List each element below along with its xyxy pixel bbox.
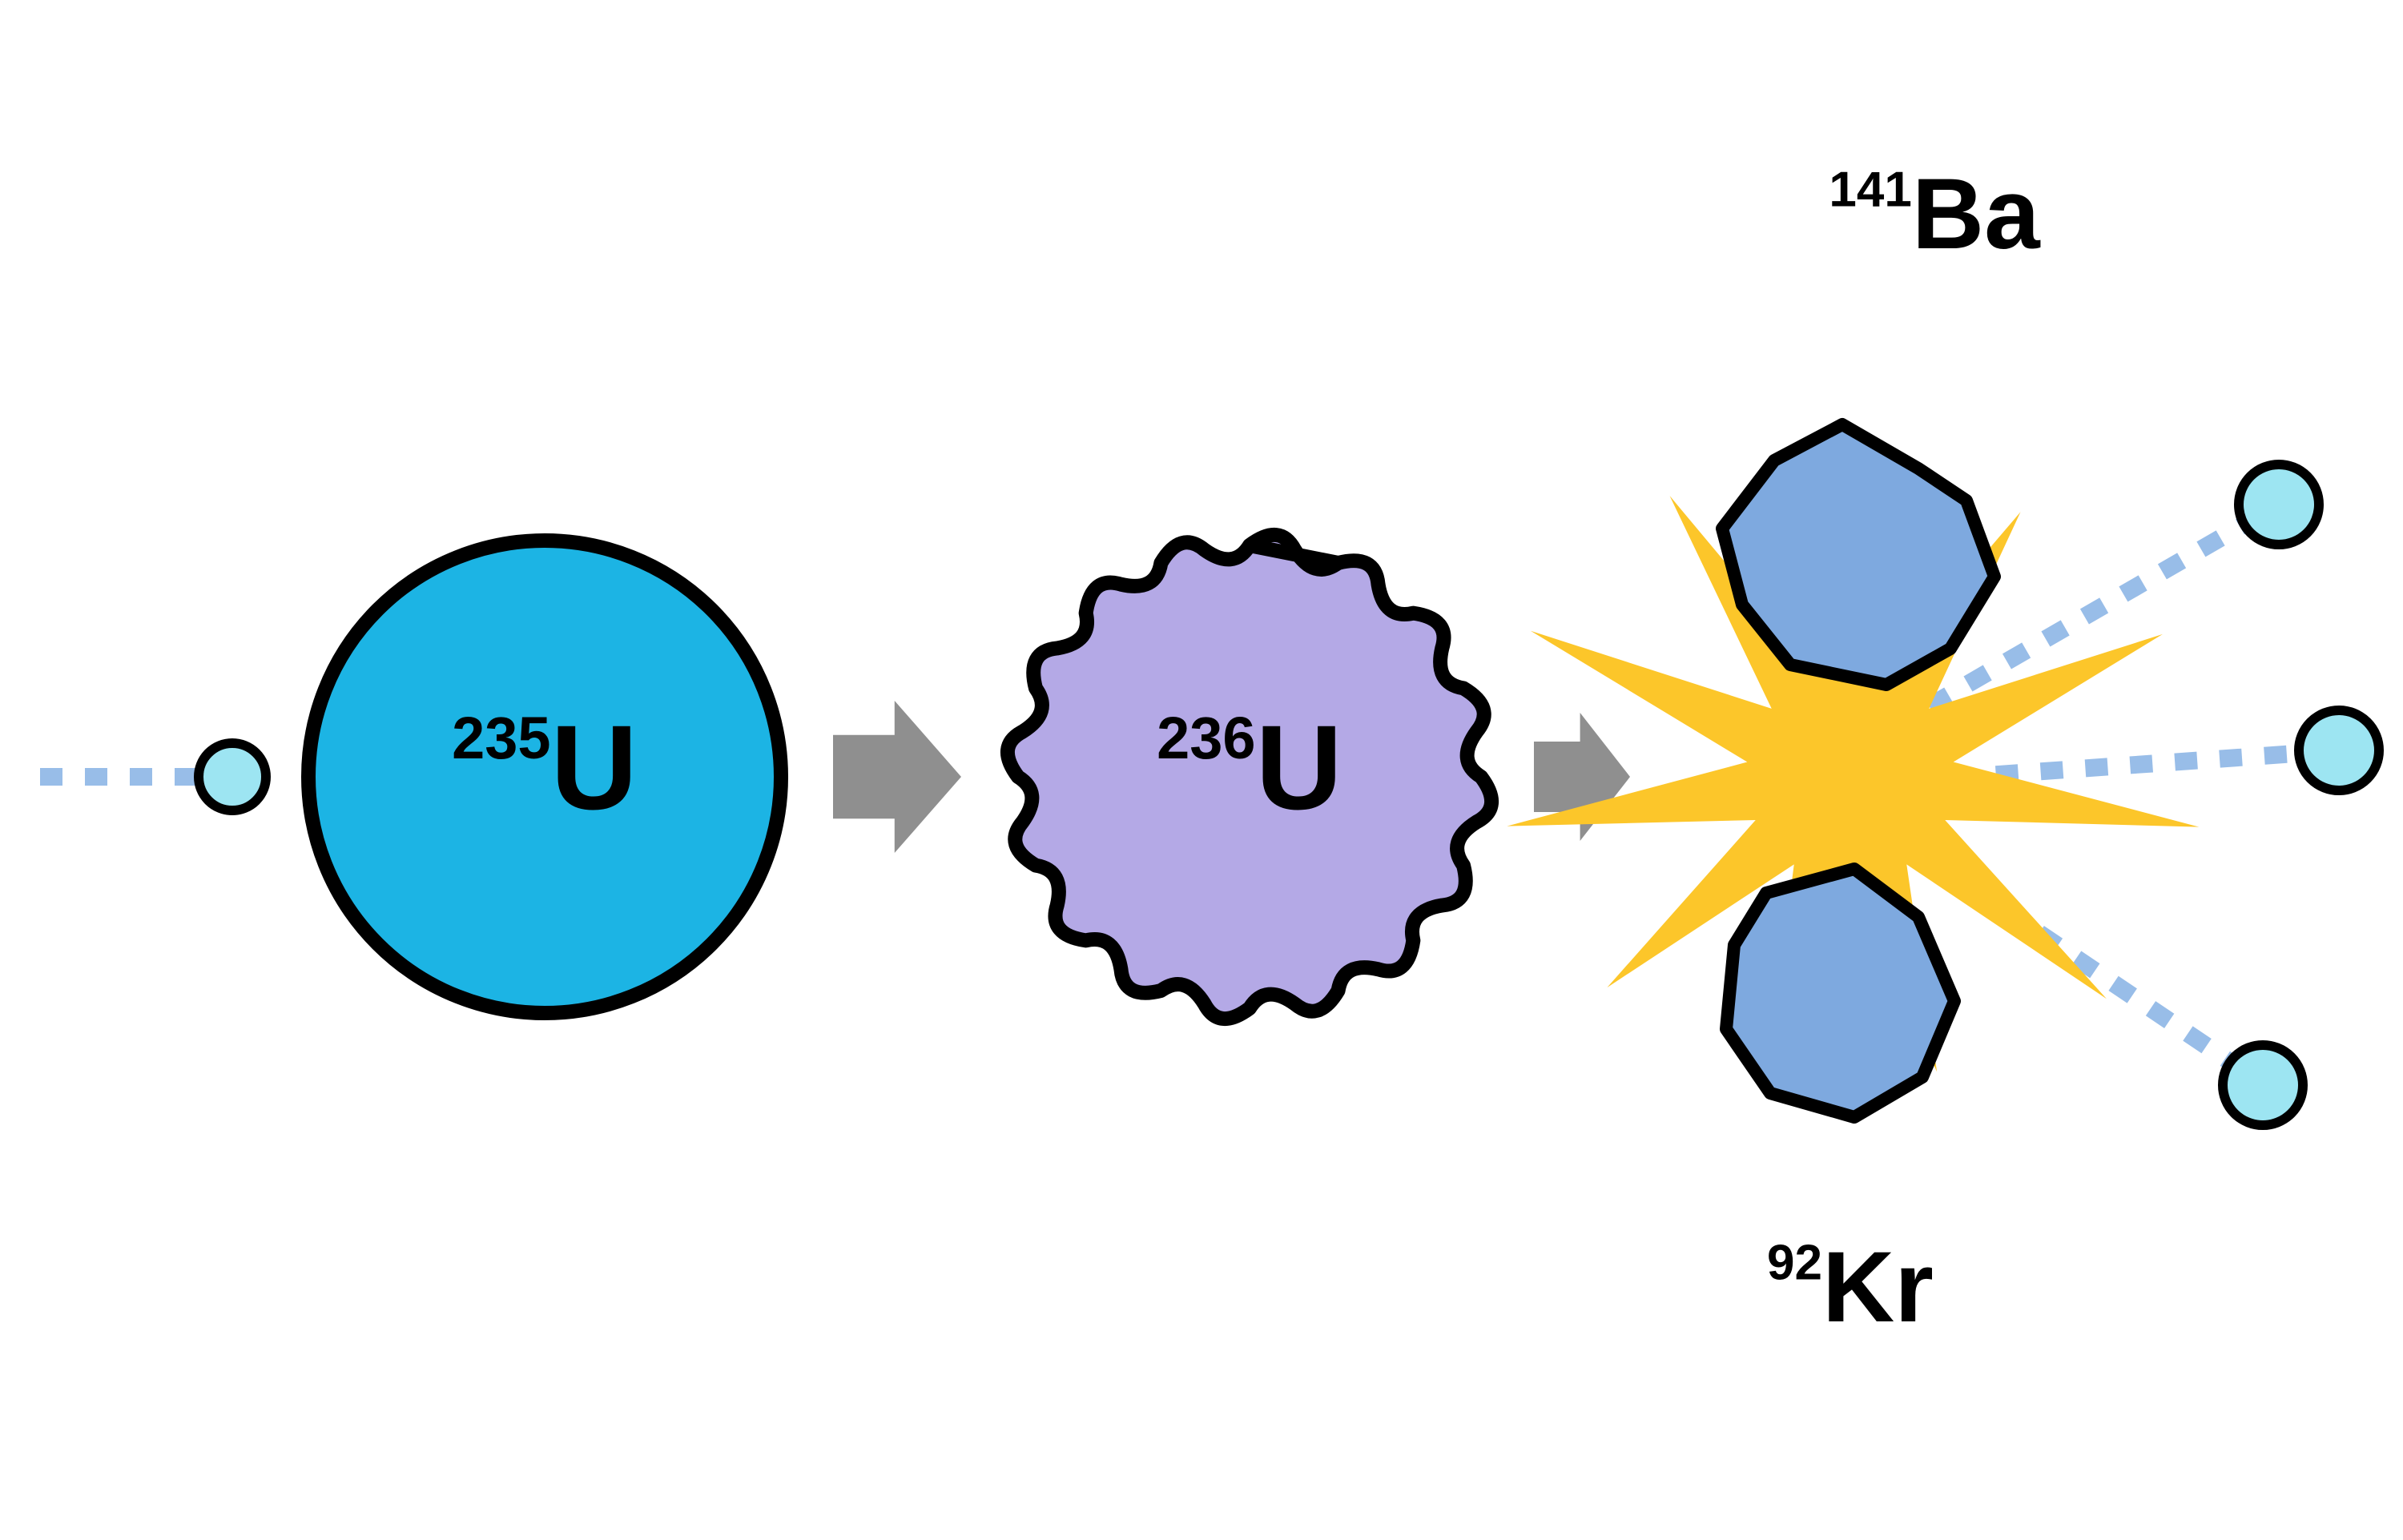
fission-fragment-kr xyxy=(1726,869,1954,1117)
kr92-label: 92Kr xyxy=(1767,1232,1934,1343)
u235-nucleus xyxy=(308,541,781,1013)
ba141-label: 141Ba xyxy=(1829,159,2041,270)
fission-diagram: 235U236U141Ba92Kr xyxy=(0,0,2403,1540)
